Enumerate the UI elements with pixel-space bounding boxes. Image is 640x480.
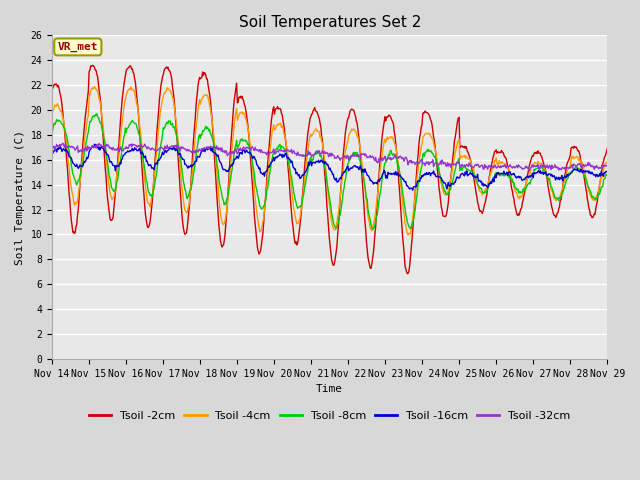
- Tsoil -8cm: [399, 191, 406, 196]
- Tsoil -32cm: [414, 161, 422, 167]
- Tsoil -8cm: [369, 226, 376, 232]
- Tsoil -16cm: [604, 169, 611, 175]
- Tsoil -16cm: [91, 141, 99, 147]
- Tsoil -4cm: [202, 93, 209, 98]
- Line: Tsoil -32cm: Tsoil -32cm: [52, 143, 607, 171]
- Tsoil -8cm: [173, 132, 180, 138]
- Tsoil -2cm: [202, 72, 209, 78]
- Y-axis label: Soil Temperature (C): Soil Temperature (C): [15, 130, 25, 264]
- Tsoil -8cm: [93, 111, 100, 117]
- Tsoil -4cm: [58, 112, 66, 118]
- Tsoil -4cm: [398, 193, 406, 199]
- Line: Tsoil -2cm: Tsoil -2cm: [52, 65, 607, 274]
- Tsoil -2cm: [173, 127, 180, 132]
- Tsoil -32cm: [116, 145, 124, 151]
- Tsoil -32cm: [398, 156, 406, 162]
- Tsoil -16cm: [409, 187, 417, 193]
- Tsoil -16cm: [48, 149, 56, 155]
- Tsoil -2cm: [415, 142, 423, 147]
- Line: Tsoil -4cm: Tsoil -4cm: [52, 87, 607, 235]
- Line: Tsoil -16cm: Tsoil -16cm: [52, 144, 607, 190]
- Tsoil -2cm: [398, 224, 406, 229]
- Tsoil -16cm: [58, 149, 66, 155]
- Tsoil -4cm: [116, 141, 124, 146]
- Tsoil -16cm: [116, 160, 124, 166]
- Tsoil -4cm: [173, 120, 180, 126]
- Tsoil -4cm: [48, 112, 56, 118]
- Tsoil -4cm: [404, 232, 412, 238]
- Legend: Tsoil -2cm, Tsoil -4cm, Tsoil -8cm, Tsoil -16cm, Tsoil -32cm: Tsoil -2cm, Tsoil -4cm, Tsoil -8cm, Tsoi…: [84, 407, 575, 425]
- Line: Tsoil -8cm: Tsoil -8cm: [52, 114, 607, 229]
- Tsoil -4cm: [415, 159, 423, 165]
- Tsoil -2cm: [604, 145, 611, 151]
- Tsoil -32cm: [59, 140, 67, 146]
- Tsoil -8cm: [58, 121, 66, 127]
- Tsoil -32cm: [173, 142, 180, 148]
- Title: Soil Temperatures Set 2: Soil Temperatures Set 2: [239, 15, 421, 30]
- Tsoil -32cm: [48, 142, 56, 148]
- Tsoil -32cm: [58, 141, 66, 147]
- Text: VR_met: VR_met: [58, 42, 98, 52]
- Tsoil -8cm: [415, 179, 423, 184]
- Tsoil -8cm: [116, 160, 124, 166]
- Tsoil -4cm: [91, 84, 99, 90]
- Tsoil -32cm: [604, 162, 611, 168]
- Tsoil -2cm: [403, 271, 411, 276]
- Tsoil -8cm: [604, 171, 611, 177]
- Tsoil -8cm: [202, 123, 209, 129]
- Tsoil -2cm: [116, 123, 124, 129]
- Tsoil -32cm: [202, 146, 209, 152]
- Tsoil -16cm: [398, 175, 406, 180]
- Tsoil -8cm: [48, 130, 56, 136]
- Tsoil -16cm: [202, 146, 209, 152]
- Tsoil -16cm: [173, 145, 180, 151]
- Tsoil -32cm: [525, 168, 533, 174]
- Tsoil -4cm: [604, 158, 611, 164]
- X-axis label: Time: Time: [316, 384, 343, 394]
- Tsoil -2cm: [58, 103, 66, 109]
- Tsoil -2cm: [48, 86, 56, 92]
- Tsoil -16cm: [415, 178, 423, 184]
- Tsoil -2cm: [89, 62, 97, 68]
